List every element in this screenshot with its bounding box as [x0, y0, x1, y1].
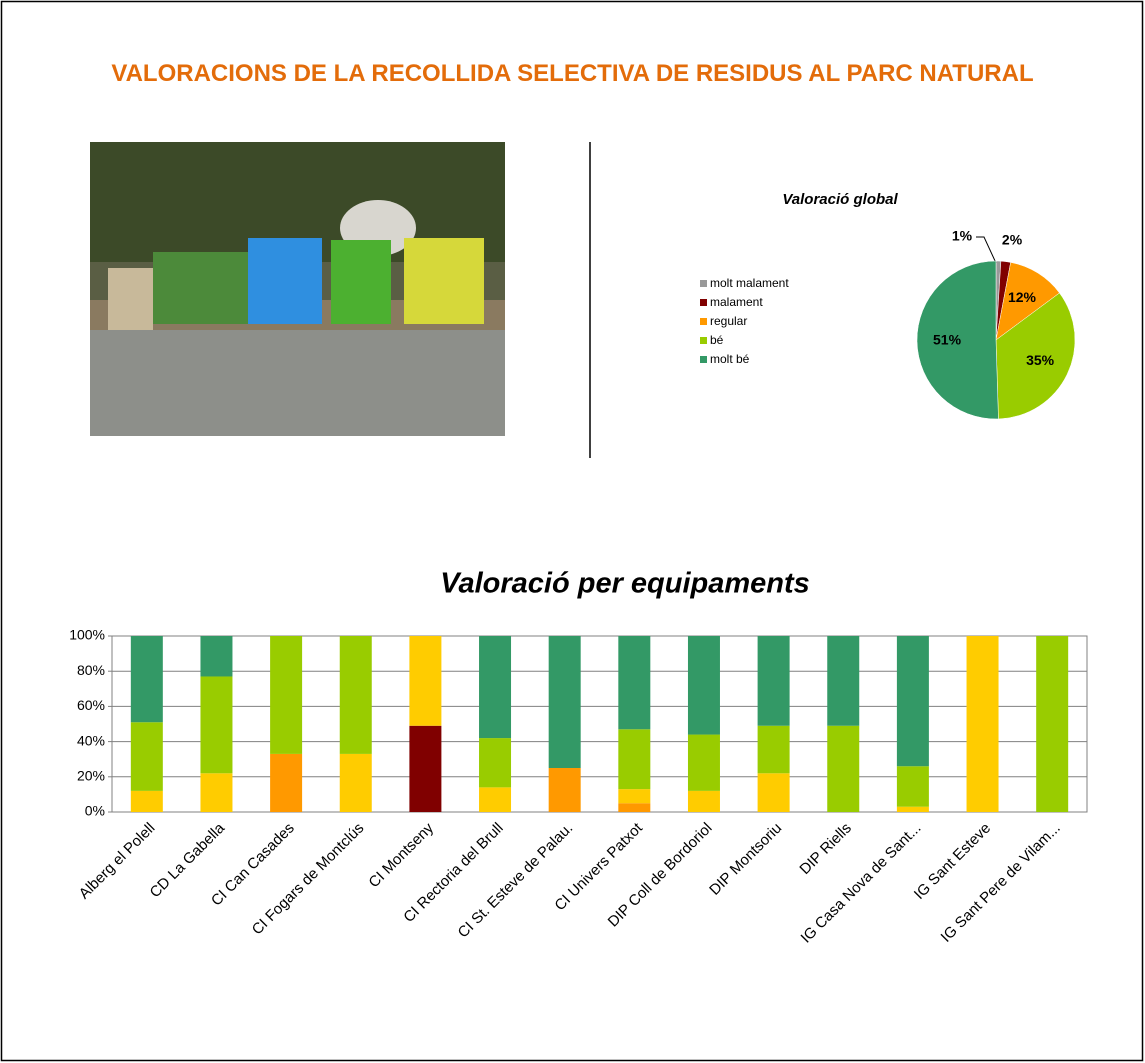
legend-swatch [700, 318, 707, 325]
bar-segment [758, 726, 790, 774]
y-tick-label: 20% [77, 768, 105, 784]
bar-segment [967, 636, 999, 812]
x-tick-label: CI Montseny [365, 819, 437, 891]
bar-segment [131, 636, 163, 722]
photo [90, 142, 505, 436]
bar-segment [549, 636, 581, 768]
bar-segment [758, 636, 790, 726]
legend-label: molt malament [710, 276, 789, 290]
x-tick-label: DIP Riells [796, 820, 854, 878]
bar-segment [270, 636, 302, 754]
page-title: VALORACIONS DE LA RECOLLIDA SELECTIVA DE… [100, 60, 1045, 88]
legend-label: bé [710, 333, 724, 347]
pie-label: 2% [1002, 231, 1023, 247]
y-tick-label: 80% [77, 662, 105, 678]
x-tick-label: IG Sant Pere de Vilam... [938, 820, 1064, 946]
pie-label: 1% [952, 228, 973, 244]
y-tick-label: 40% [77, 732, 105, 748]
bar-segment [479, 787, 511, 812]
plot-border [112, 636, 1087, 812]
pie-label: 35% [1026, 352, 1055, 368]
bar-segment [200, 676, 232, 773]
pie-label: 51% [933, 331, 962, 347]
y-tick-label: 100% [69, 627, 105, 643]
legend-label: regular [710, 314, 747, 328]
bar-segment [897, 636, 929, 766]
y-tick-label: 60% [77, 697, 105, 713]
bar-segment [340, 754, 372, 812]
legend-swatch [700, 356, 707, 363]
pie-title: Valoració global [782, 191, 898, 208]
bar-segment [549, 768, 581, 812]
bar-segment [270, 754, 302, 812]
bar-segment [479, 738, 511, 787]
bar-segment [479, 636, 511, 738]
bar-segment [618, 803, 650, 812]
legend-label: malament [710, 295, 763, 309]
page: Valoració global molt malament malament reg… [0, 0, 1145, 1063]
x-tick-label: CI Fogars de Montclús [249, 820, 368, 939]
bar-segment [618, 729, 650, 789]
bar-segment [758, 773, 790, 812]
bar-segment [688, 735, 720, 791]
pie-label: 12% [1008, 289, 1037, 305]
legend-swatch [700, 337, 707, 344]
legend-swatch [700, 280, 707, 287]
x-tick-label: CI St. Esteve de Palau. [455, 820, 577, 942]
legend-swatch [700, 299, 707, 306]
x-tick-label: IG Casa Nova de Sant... [798, 820, 925, 947]
bar-segment [827, 636, 859, 726]
chart-title: Valoració per equipaments [440, 568, 810, 600]
bar-segment [827, 726, 859, 812]
bar-segment [340, 636, 372, 754]
leader-line [976, 237, 996, 263]
bar-segment [200, 636, 232, 676]
legend-label: molt bé [710, 352, 750, 366]
bar-segment [409, 726, 441, 812]
bar-segment [131, 791, 163, 812]
bar-segment [618, 789, 650, 803]
bar-segment [688, 791, 720, 812]
bar-segment [897, 766, 929, 806]
bar-segment [618, 636, 650, 729]
bar-segment [409, 636, 441, 726]
bar-segment [200, 773, 232, 812]
x-tick-label: DIP Montsoriu [706, 820, 785, 899]
bar-segment [1036, 636, 1068, 812]
bar-segment [897, 807, 929, 812]
bar-segment [688, 636, 720, 735]
bar-segment [131, 722, 163, 791]
y-tick-label: 0% [85, 803, 105, 819]
canvas: Valoració global molt malament malament reg… [0, 0, 1145, 1063]
